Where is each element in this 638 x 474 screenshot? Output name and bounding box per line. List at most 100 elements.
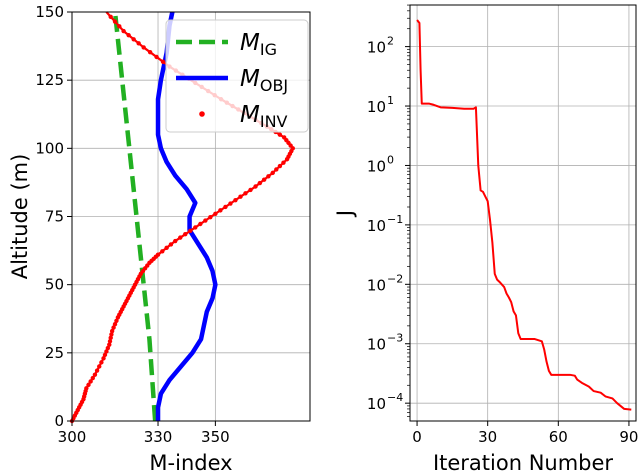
cost-series-group	[416, 19, 632, 411]
cost-grid	[410, 5, 636, 421]
series-marker-inv	[248, 187, 253, 193]
y-tick-label: 25	[45, 344, 64, 362]
series-marker-inv	[183, 232, 188, 237]
series-marker-inv	[155, 252, 161, 257]
y-tick-label: 10	[367, 336, 386, 354]
series-marker-inv	[105, 345, 111, 351]
series-marker-inv	[126, 32, 131, 38]
cost-series-line	[416, 19, 632, 411]
x-tick-label: 330	[144, 428, 173, 446]
series-line-obj	[155, 11, 218, 421]
series-marker-inv	[213, 211, 218, 216]
y-tick-label: 50	[45, 276, 64, 294]
series-marker-inv	[243, 191, 248, 196]
series-marker-inv	[147, 50, 153, 55]
y-tick-label: 75	[45, 208, 64, 226]
y-tick-label: 150	[35, 3, 64, 21]
y-tick-exponent: 1	[387, 94, 394, 107]
y-tick-exponent: −2	[387, 272, 403, 285]
series-marker-inv	[102, 352, 108, 358]
series-marker-inv	[112, 322, 118, 327]
series-marker-inv	[107, 339, 113, 344]
altitude-x-ticks: 300 330 350	[58, 421, 230, 446]
series-marker-inv	[154, 54, 159, 60]
series-marker-inv	[238, 194, 243, 199]
x-tick-label: 90	[619, 428, 638, 446]
series-marker-inv	[223, 204, 228, 210]
series-marker-inv	[274, 167, 279, 172]
series-marker-inv	[97, 364, 102, 369]
altitude-y-ticks: 0 25 50 75 100 125 150	[35, 3, 72, 430]
series-marker-inv	[168, 242, 174, 247]
cost-x-axis-label: Iteration Number	[433, 451, 613, 474]
series-marker-inv	[114, 318, 119, 323]
x-tick-label: 60	[549, 428, 568, 446]
y-tick-label: 0	[54, 412, 64, 430]
series-marker-inv	[178, 235, 183, 240]
series-marker-inv	[253, 184, 258, 189]
series-marker-inv	[88, 379, 93, 384]
altitude-panel: 300 330 350 0 25 50 75 100 125 150 M-index Altit…	[8, 3, 311, 474]
x-tick-label: 350	[201, 428, 230, 446]
series-marker-inv	[111, 325, 116, 330]
y-tick-label: 100	[35, 139, 64, 157]
series-marker-inv	[108, 335, 113, 341]
series-marker-inv	[109, 328, 115, 334]
series-marker-inv	[92, 372, 98, 377]
altitude-x-axis-label: M-index	[149, 451, 232, 474]
series-marker-inv	[109, 332, 114, 337]
series-marker-inv	[160, 59, 166, 64]
series-marker-inv	[257, 180, 263, 186]
y-tick-exponent: −3	[387, 332, 403, 345]
series-marker-inv	[136, 41, 141, 46]
series-marker-inv	[131, 37, 136, 42]
x-tick-label: 300	[58, 428, 87, 446]
series-marker-inv	[266, 174, 271, 179]
series-marker-inv	[99, 360, 104, 365]
series-marker-inv	[173, 238, 178, 244]
series-marker-inv	[233, 197, 238, 203]
y-tick-exponent: −1	[387, 213, 403, 226]
series-marker-inv	[198, 221, 203, 227]
cost-x-ticks: 0 30 60 90	[412, 421, 638, 446]
series-marker-inv	[277, 132, 283, 137]
x-tick-label: 30	[478, 428, 497, 446]
altitude-y-axis-label: Altitude (m)	[8, 154, 32, 280]
y-tick-label: 10	[367, 39, 386, 57]
legend-label-ig: MIG	[240, 30, 277, 59]
y-tick-label: 10	[367, 217, 386, 235]
series-marker-inv	[141, 45, 146, 50]
legend-marker-inv	[199, 111, 205, 117]
series-marker-inv	[86, 382, 91, 388]
series-marker-inv	[104, 349, 109, 354]
series-marker-inv	[101, 356, 106, 361]
series-marker-inv	[277, 163, 283, 169]
series-marker-inv	[270, 170, 275, 176]
y-tick-label: 10	[367, 276, 386, 294]
legend-box	[165, 19, 309, 133]
cost-plot-frame	[409, 4, 637, 422]
series-marker-inv	[261, 177, 267, 182]
series-marker-inv	[193, 225, 198, 230]
series-marker-inv	[281, 135, 287, 140]
series-marker-inv	[218, 208, 223, 213]
series-marker-inv	[203, 218, 208, 223]
cost-y-axis-label: J	[333, 210, 357, 218]
series-marker-inv	[160, 249, 165, 254]
y-tick-label: 125	[35, 71, 64, 89]
series-marker-inv	[228, 201, 233, 206]
series-marker-inv	[108, 14, 113, 19]
series-marker-inv	[112, 19, 118, 24]
series-marker-inv	[281, 160, 286, 165]
y-tick-label: 10	[367, 98, 386, 116]
series-marker-inv	[164, 245, 169, 251]
y-tick-exponent: 0	[387, 153, 394, 166]
series-marker-inv	[121, 28, 126, 34]
series-marker-inv	[84, 386, 89, 391]
x-tick-label: 0	[412, 428, 422, 446]
series-marker-inv	[117, 24, 122, 29]
series-marker-inv	[90, 375, 95, 381]
